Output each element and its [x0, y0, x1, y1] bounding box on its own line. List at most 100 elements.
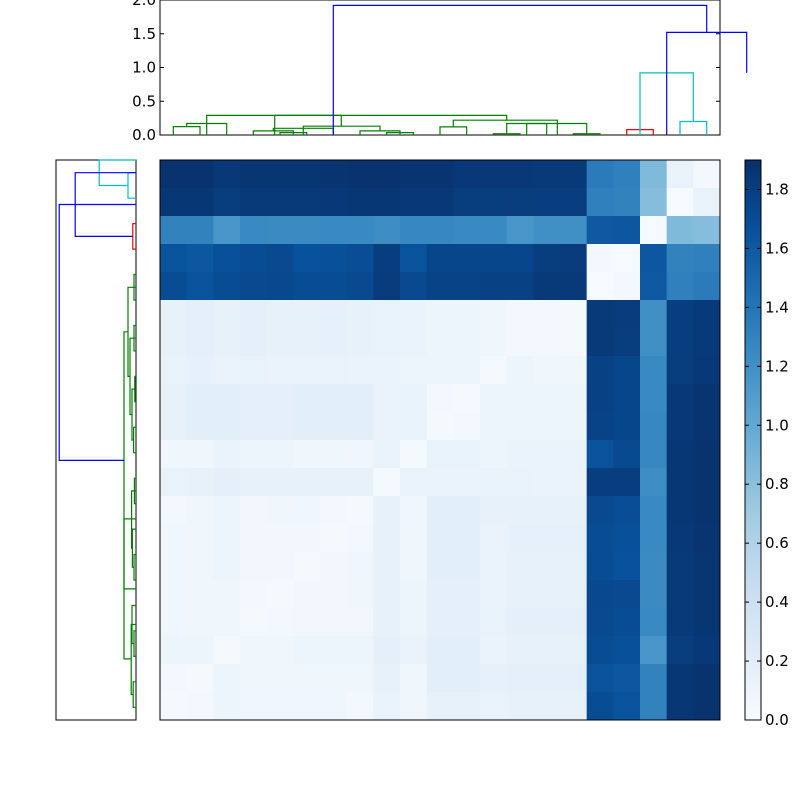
- heatmap-cell: [400, 188, 428, 217]
- heatmap-cell: [266, 384, 294, 413]
- heatmap-cell: [373, 384, 401, 413]
- heatmap-cell: [480, 328, 508, 357]
- heatmap-cell: [640, 440, 668, 469]
- heatmap-cell: [533, 552, 561, 581]
- colorbar: 0.0 0.2 0.4 0.6 0.8 1.0 1.2 1.4 1.6 1.8: [744, 159, 789, 729]
- heatmap-cell: [693, 328, 721, 357]
- heatmap-cell: [506, 216, 534, 245]
- heatmap-cell: [346, 552, 374, 581]
- heatmap-cell: [666, 580, 694, 609]
- heatmap-cell: [613, 524, 641, 553]
- colorbar-tick-label: 1.4: [765, 298, 789, 316]
- heatmap-cell: [560, 356, 588, 385]
- heatmap-cell: [346, 244, 374, 273]
- heatmap-cell: [560, 608, 588, 637]
- heatmap-cell: [213, 384, 241, 413]
- heatmap-cell: [693, 412, 721, 441]
- heatmap-cell: [266, 524, 294, 553]
- heatmap-cell: [266, 440, 294, 469]
- heatmap-cell: [560, 244, 588, 273]
- heatmap-cell: [640, 692, 668, 721]
- heatmap-cell: [506, 244, 534, 273]
- heatmap-cell: [586, 524, 614, 553]
- heatmap-cell: [373, 328, 401, 357]
- heatmap-cell: [640, 664, 668, 693]
- heatmap-cell: [453, 244, 481, 273]
- heatmap-cell: [240, 384, 268, 413]
- heatmap-cell: [186, 384, 214, 413]
- heatmap-cell: [293, 328, 321, 357]
- heatmap-cell: [213, 356, 241, 385]
- heatmap-cell: [373, 160, 401, 189]
- heatmap-cell: [453, 496, 481, 525]
- heatmap-cell: [266, 300, 294, 329]
- heatmap-cell: [346, 300, 374, 329]
- heatmap-cell: [666, 188, 694, 217]
- heatmap-cell: [240, 356, 268, 385]
- heatmap-cell: [240, 496, 268, 525]
- heatmap-cell: [693, 356, 721, 385]
- heatmap-cell: [560, 468, 588, 497]
- heatmap-cell: [560, 636, 588, 665]
- heatmap-cell: [586, 496, 614, 525]
- top-dendrogram-link: [274, 114, 508, 135]
- heatmap-cell: [186, 160, 214, 189]
- top-ytick-label: 1.5: [132, 25, 156, 43]
- heatmap-cell: [506, 496, 534, 525]
- heatmap-cell: [666, 328, 694, 357]
- top-dendrogram-frame: [159, 0, 721, 136]
- top-dendrogram-links: [172, 4, 748, 135]
- heatmap-cell: [346, 636, 374, 665]
- heatmap-cell: [266, 160, 294, 189]
- heatmap-cell: [506, 440, 534, 469]
- heatmap-cell: [213, 608, 241, 637]
- heatmap-cell: [613, 580, 641, 609]
- heatmap-cell: [506, 328, 534, 357]
- top-dendrogram-yticks: 0.0 0.5 1.0 1.5 2.0: [132, 0, 720, 144]
- heatmap-cell: [506, 608, 534, 637]
- heatmap-cell: [453, 216, 481, 245]
- heatmap-cell: [613, 636, 641, 665]
- heatmap-cell: [560, 440, 588, 469]
- top-ytick-label: 2.0: [132, 0, 156, 9]
- heatmap-cell: [480, 636, 508, 665]
- heatmap-cell: [320, 188, 348, 217]
- colorbar-tick-label: 1.8: [765, 180, 789, 198]
- heatmap-cell: [666, 272, 694, 301]
- heatmap-cell: [373, 244, 401, 273]
- heatmap-cell: [400, 440, 428, 469]
- heatmap-cell: [320, 300, 348, 329]
- heatmap-cell: [560, 692, 588, 721]
- heatmap-cell: [160, 384, 188, 413]
- heatmap-cell: [160, 468, 188, 497]
- heatmap-cell: [346, 412, 374, 441]
- heatmap-cell: [400, 356, 428, 385]
- heatmap: [159, 159, 721, 721]
- heatmap-cell: [346, 608, 374, 637]
- heatmap-cell: [186, 496, 214, 525]
- colorbar-tick-label: 0.8: [765, 475, 789, 493]
- heatmap-cell: [160, 244, 188, 273]
- heatmap-cell: [533, 496, 561, 525]
- heatmap-cell: [426, 188, 454, 217]
- heatmap-cell: [480, 244, 508, 273]
- top-dendrogram-link: [206, 114, 342, 135]
- heatmap-cell: [506, 692, 534, 721]
- heatmap-cell: [400, 636, 428, 665]
- heatmap-cell: [373, 580, 401, 609]
- heatmap-cell: [613, 272, 641, 301]
- heatmap-cell: [373, 300, 401, 329]
- heatmap-cell: [346, 664, 374, 693]
- heatmap-cell: [426, 272, 454, 301]
- heatmap-cell: [320, 384, 348, 413]
- heatmap-cell: [453, 580, 481, 609]
- heatmap-cell: [186, 188, 214, 217]
- heatmap-cell: [293, 496, 321, 525]
- heatmap-cell: [240, 636, 268, 665]
- heatmap-cell: [320, 496, 348, 525]
- heatmap-cell: [293, 580, 321, 609]
- heatmap-cell: [213, 160, 241, 189]
- heatmap-cell: [640, 412, 668, 441]
- heatmap-cell: [613, 188, 641, 217]
- heatmap-cell: [506, 160, 534, 189]
